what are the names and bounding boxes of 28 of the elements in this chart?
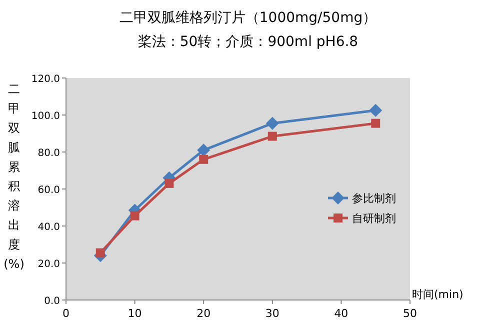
- x-axis-title: 时间(min): [412, 288, 464, 301]
- point: [268, 132, 277, 141]
- x-tick-label: 50: [403, 307, 417, 320]
- point: [96, 248, 105, 258]
- point: [369, 104, 382, 117]
- point: [371, 118, 380, 128]
- point: [130, 211, 140, 220]
- y-tick-label: 0.0: [44, 296, 60, 307]
- y-tick-label: 120.0: [31, 74, 60, 85]
- y-tick-label: 20.0: [38, 259, 60, 270]
- chart-title: 二甲双胍维格列汀片（1000mg/50mg）: [119, 10, 377, 26]
- point: [199, 154, 208, 164]
- point: [266, 116, 279, 130]
- point: [164, 178, 174, 188]
- y-tick-label: 40.0: [38, 222, 60, 233]
- x-tick-label: 10: [128, 307, 142, 320]
- x-tick-label: 40: [334, 307, 348, 320]
- legend-label: 自研制剂: [352, 212, 396, 225]
- y-tick-label: 100.0: [31, 111, 60, 122]
- x-tick-label: 20: [196, 307, 211, 320]
- y-tick-label: 80.0: [38, 148, 60, 159]
- y-tick-label: 60.0: [38, 185, 60, 196]
- legend-label: 参比制剂: [352, 192, 396, 205]
- x-tick-label: 0: [62, 307, 70, 320]
- chart-subtitle: 桨法：50转；介质：900ml pH6.8: [138, 34, 358, 50]
- point: [197, 144, 210, 157]
- text: 二甲双胍累积溶出度(%): [4, 82, 24, 271]
- x-tick-label: 30: [265, 307, 280, 320]
